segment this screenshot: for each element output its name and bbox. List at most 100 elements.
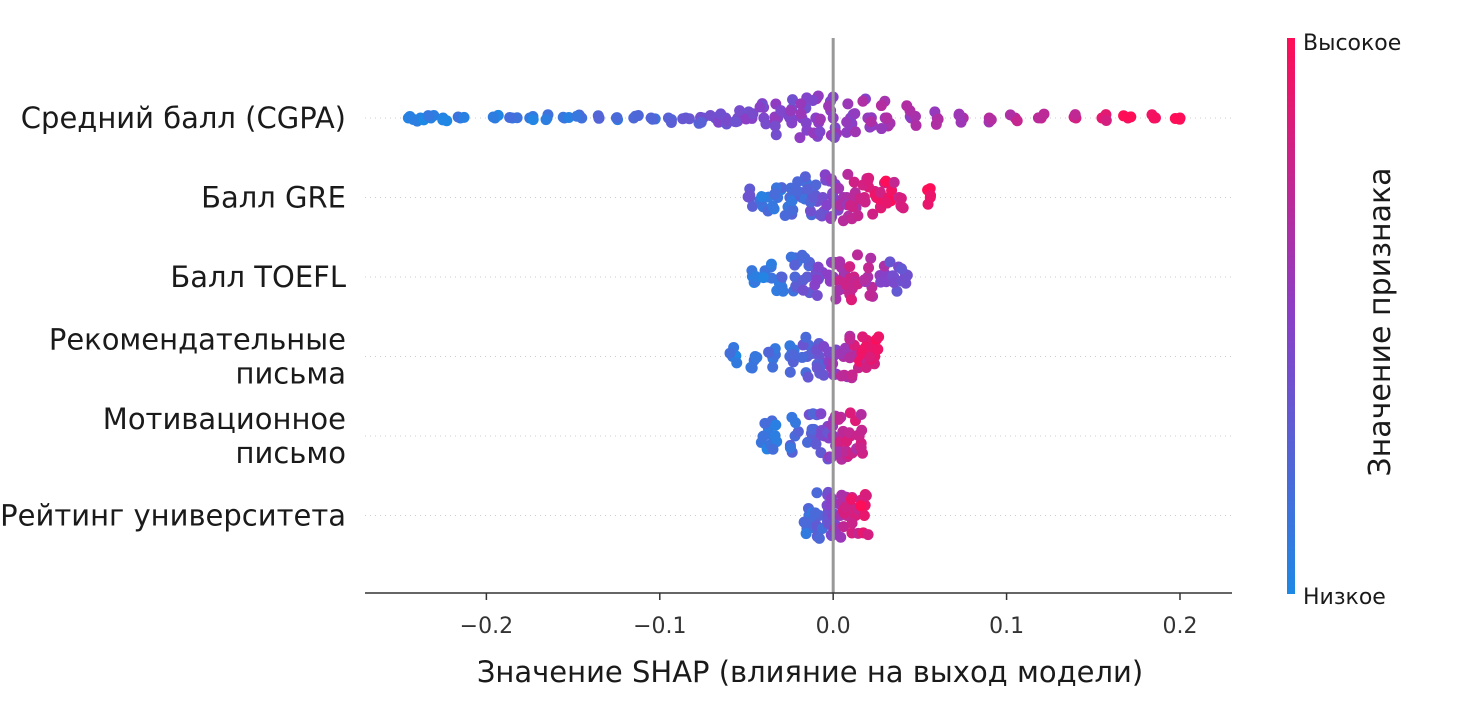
- shap-point: [857, 331, 869, 343]
- shap-point: [767, 200, 779, 212]
- shap-point: [730, 116, 742, 128]
- shap-point: [846, 369, 858, 381]
- shap-point: [855, 408, 867, 420]
- shap-point: [779, 209, 791, 221]
- shap-point: [794, 132, 806, 144]
- shap-point: [770, 419, 782, 431]
- shap-point: [746, 362, 758, 374]
- shap-point: [787, 94, 799, 106]
- shap-point: [777, 285, 789, 297]
- shap-point: [843, 427, 855, 439]
- shap-point: [922, 198, 934, 210]
- shap-point: [863, 262, 875, 274]
- shap-point: [802, 183, 814, 195]
- colorbar-high-label: Высокое: [1303, 31, 1401, 56]
- shap-point: [791, 185, 803, 197]
- shap-point: [797, 284, 809, 296]
- shap-point: [715, 108, 727, 120]
- shap-point: [862, 175, 874, 187]
- shap-point: [813, 532, 825, 544]
- shap-point: [815, 408, 827, 420]
- shap-point: [895, 199, 907, 211]
- shap-point: [792, 176, 804, 188]
- shap-point: [855, 500, 867, 512]
- shap-point: [750, 352, 762, 364]
- shap-point: [665, 116, 677, 128]
- shap-point: [787, 204, 799, 216]
- shap-point: [818, 369, 830, 381]
- shap-point: [867, 208, 879, 220]
- shap-point: [896, 263, 908, 275]
- shap-point: [985, 114, 997, 126]
- shap-point: [785, 105, 797, 117]
- shap-point: [864, 351, 876, 363]
- shap-point: [844, 261, 856, 273]
- shap-point: [695, 116, 707, 128]
- shap-point: [787, 349, 799, 361]
- x-tick-label: 0.2: [1162, 614, 1197, 639]
- shap-point: [792, 426, 804, 438]
- points-layer: [402, 90, 1186, 544]
- shap-point: [891, 285, 903, 297]
- shap-point: [798, 516, 810, 528]
- shap-point: [810, 438, 822, 450]
- shap-point: [704, 109, 716, 121]
- shap-point: [789, 417, 801, 429]
- shap-point: [504, 111, 516, 123]
- colorbar-low-label: Низкое: [1303, 585, 1386, 610]
- shap-point: [865, 116, 877, 128]
- shap-point: [851, 249, 863, 261]
- shap-point: [925, 189, 937, 201]
- shap-point: [880, 175, 892, 187]
- feature-label: Рекомендательные: [49, 323, 346, 357]
- shap-point: [647, 113, 659, 125]
- shap-point: [1011, 115, 1023, 127]
- shap-point: [766, 272, 778, 284]
- shap-point: [858, 510, 870, 521]
- shap-point: [873, 331, 885, 343]
- shap-point: [848, 176, 860, 188]
- shap-point: [841, 116, 853, 128]
- shap-point: [458, 111, 470, 123]
- shap-point: [799, 252, 811, 264]
- shap-point: [840, 501, 852, 513]
- shap-point: [812, 261, 824, 273]
- shap-point: [849, 108, 861, 120]
- shap-point: [854, 193, 866, 205]
- shap-point: [527, 114, 539, 126]
- shap-point: [767, 443, 779, 455]
- x-ticks: −0.2 −0.1 0.0 0.1 0.2: [460, 593, 1197, 639]
- shap-point: [422, 110, 434, 122]
- shap-point: [760, 118, 772, 130]
- shap-point: [872, 343, 884, 355]
- feature-labels: Средний балл (CGPA) Балл GRE Балл TOEFL Рек…: [0, 101, 346, 533]
- shap-point: [833, 182, 845, 194]
- shap-point: [814, 126, 826, 138]
- x-tick-label: 0.0: [816, 614, 851, 639]
- shap-point: [815, 447, 827, 459]
- shap-point: [734, 105, 746, 117]
- shap-point: [1125, 111, 1137, 123]
- shap-point: [856, 424, 868, 436]
- feature-label: Балл GRE: [201, 181, 346, 215]
- shap-point: [932, 113, 944, 125]
- shap-point: [786, 195, 798, 207]
- shap-point: [802, 371, 814, 383]
- shap-point: [811, 487, 823, 499]
- shap-point: [437, 114, 449, 126]
- colorbar: [1287, 38, 1295, 594]
- shap-point: [795, 108, 807, 120]
- shap-point: [841, 435, 853, 447]
- shap-point: [593, 112, 605, 124]
- shap-point: [825, 173, 837, 185]
- shap-point: [776, 271, 788, 283]
- shap-point: [540, 114, 552, 126]
- shap-point: [756, 191, 768, 203]
- shap-point: [814, 209, 826, 221]
- shap-point: [833, 413, 845, 425]
- shap-point: [842, 98, 854, 110]
- shap-point: [835, 531, 847, 543]
- shap-point: [767, 361, 779, 373]
- shap-point: [810, 179, 822, 191]
- shap-point: [875, 100, 887, 112]
